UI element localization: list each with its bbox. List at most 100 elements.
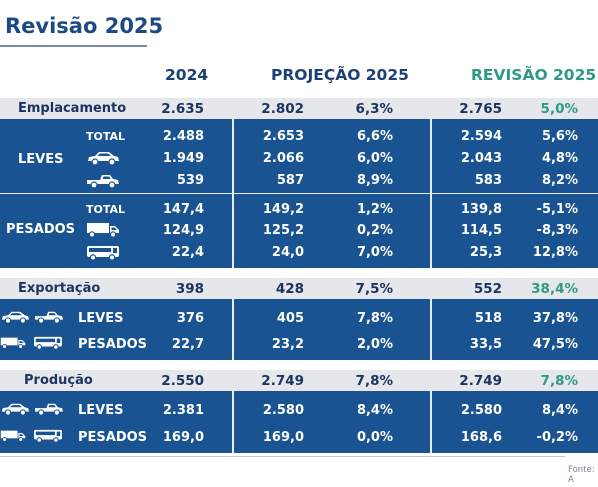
producao-pesados-revisao: 168,6 [460, 430, 502, 445]
exportacao-leves-projecao: 405 [276, 311, 304, 326]
emplacamento-revisao: 2.765 [459, 101, 502, 117]
exportacao-pesados-revisao-pct: 47,5% [532, 337, 578, 352]
leves-total-label: TOTAL [86, 130, 126, 143]
emplacamento-projecao: 2.802 [261, 101, 304, 117]
source-note: Fonte: A [568, 465, 595, 485]
car-icon [86, 150, 120, 166]
divider [430, 391, 432, 453]
pesados-total-projecao-pct: 1,2% [356, 202, 393, 217]
bus-icon [32, 429, 64, 443]
header-projecao-2025: PROJEÇÃO 2025 [271, 66, 409, 84]
pickup-icon [34, 402, 64, 416]
producao-pesados-projecao-pct: 0,0% [356, 430, 393, 445]
exportacao-pesados-label: PESADOS [78, 337, 148, 352]
exportacao-pesados-2024: 22,7 [171, 337, 204, 352]
leves-car-2024: 1.949 [162, 151, 204, 166]
leves-total-2024: 2.488 [162, 129, 204, 144]
pesados-total-revisao-pct: -5,1% [536, 202, 578, 217]
pesados-bus-revisao: 25,3 [469, 245, 502, 260]
pesados-truck-revisao: 114,5 [460, 223, 502, 238]
emplacamento-band [0, 98, 598, 119]
producao-leves-revisao: 2.580 [460, 403, 502, 418]
producao-leves-projecao: 2.580 [262, 403, 304, 418]
leves-car-projecao-pct: 6,0% [356, 151, 393, 166]
emplacamento-label: Emplacamento [18, 101, 127, 116]
exportacao-projecao-pct: 7,5% [355, 281, 393, 297]
title-underline [0, 45, 147, 47]
exportacao-pesados-projecao-pct: 2,0% [356, 337, 393, 352]
pickup-icon [34, 310, 64, 324]
exportacao-pesados-projecao: 23,2 [271, 337, 304, 352]
producao-label: Produção [24, 373, 93, 388]
pesados-label: PESADOS [6, 222, 76, 237]
emplacamento-projecao-pct: 6,3% [355, 101, 393, 117]
exportacao-revisao: 552 [473, 281, 502, 297]
leves-label: LEVES [18, 152, 64, 167]
exportacao-pesados-revisao: 33,5 [469, 337, 502, 352]
leves-pickup-revisao-pct: 8,2% [541, 173, 578, 188]
exportacao-leves-revisao: 518 [474, 311, 502, 326]
pesados-total-2024: 147,4 [162, 202, 204, 217]
exportacao-2024: 398 [175, 281, 204, 297]
truck-icon [0, 336, 26, 350]
emplacamento-2024: 2.635 [161, 101, 204, 117]
producao-2024: 2.550 [161, 373, 204, 389]
producao-projecao: 2.749 [261, 373, 304, 389]
pesados-bus-projecao: 24,0 [271, 245, 304, 260]
exportacao-leves-revisao-pct: 37,8% [532, 311, 578, 326]
leves-pickup-revisao: 583 [474, 173, 502, 188]
divider [232, 299, 234, 360]
leves-total-revisao-pct: 5,6% [541, 129, 578, 144]
exportacao-leves-2024: 376 [176, 311, 204, 326]
divider [232, 391, 234, 453]
bottom-rule [0, 456, 565, 457]
leves-total-projecao-pct: 6,6% [356, 129, 393, 144]
bus-icon [86, 245, 120, 261]
car-icon [0, 402, 30, 416]
producao-revisao: 2.749 [459, 373, 502, 389]
exportacao-projecao: 428 [275, 281, 304, 297]
pesados-total-label: TOTAL [86, 203, 126, 216]
exportacao-leves-projecao-pct: 7,8% [356, 311, 393, 326]
producao-pesados-revisao-pct: -0,2% [536, 430, 578, 445]
exportacao-label: Exportação [18, 281, 101, 296]
producao-leves-2024: 2.381 [162, 403, 204, 418]
divider [430, 299, 432, 360]
leves-car-projecao: 2.066 [262, 151, 304, 166]
producao-projecao-pct: 7,8% [355, 373, 393, 389]
pesados-total-projecao: 149,2 [262, 202, 304, 217]
producao-pesados-projecao: 169,0 [262, 430, 304, 445]
leves-car-revisao: 2.043 [460, 151, 502, 166]
pickup-icon [86, 173, 120, 189]
exportacao-band [0, 278, 598, 299]
pesados-truck-projecao: 125,2 [262, 223, 304, 238]
car-icon [0, 310, 30, 324]
pesados-truck-2024: 124,9 [162, 223, 204, 238]
producao-leves-projecao-pct: 8,4% [356, 403, 393, 418]
page-title: Revisão 2025 [5, 14, 164, 38]
producao-leves-label: LEVES [78, 403, 124, 418]
producao-pesados-label: PESADOS [78, 430, 148, 445]
pesados-bus-projecao-pct: 7,0% [356, 245, 393, 260]
header-revisao-2025: REVISÃO 2025 [471, 66, 597, 84]
exportacao-table [0, 299, 598, 360]
divider [0, 193, 598, 194]
leves-car-revisao-pct: 4,8% [541, 151, 578, 166]
pesados-bus-2024: 22,4 [171, 245, 204, 260]
producao-revisao-pct: 7,8% [540, 373, 578, 389]
pesados-truck-revisao-pct: -8,3% [536, 223, 578, 238]
bus-icon [32, 336, 64, 350]
exportacao-revisao-pct: 38,4% [531, 281, 578, 297]
pesados-total-revisao: 139,8 [460, 202, 502, 217]
leves-pickup-2024: 539 [176, 173, 204, 188]
exportacao-leves-label: LEVES [78, 311, 124, 326]
header-2024: 2024 [165, 66, 209, 84]
leves-total-revisao: 2.594 [460, 129, 502, 144]
producao-band [0, 370, 598, 391]
truck-icon [0, 429, 26, 443]
leves-total-projecao: 2.653 [262, 129, 304, 144]
leves-pickup-projecao: 587 [276, 173, 304, 188]
pesados-truck-projecao-pct: 0,2% [356, 223, 393, 238]
producao-leves-revisao-pct: 8,4% [541, 403, 578, 418]
pesados-bus-revisao-pct: 12,8% [532, 245, 578, 260]
